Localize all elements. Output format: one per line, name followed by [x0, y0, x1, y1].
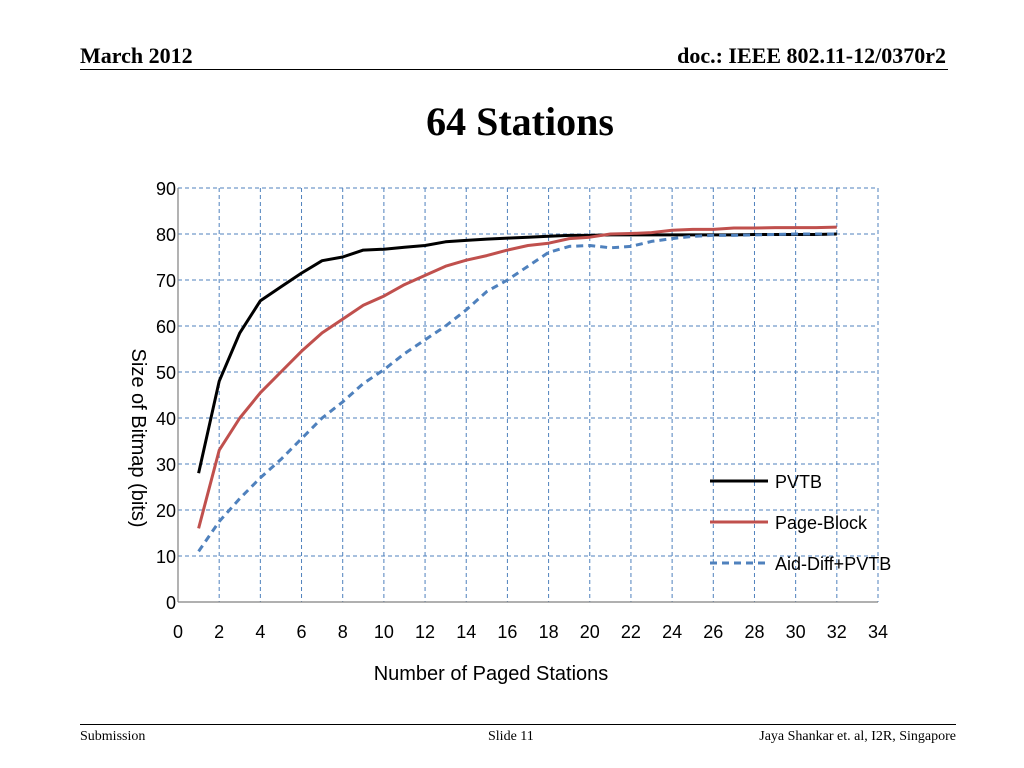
legend-label-aid-diff-pvtb: Aid-Diff+PVTB: [775, 554, 891, 574]
y-tick-label: 80: [156, 225, 176, 245]
footer-submission: Submission: [80, 729, 146, 744]
x-tick-label: 26: [703, 622, 723, 642]
x-tick-label: 34: [868, 622, 888, 642]
series-line-pvtb: [197, 232, 837, 474]
x-axis-title: Number of Paged Stations: [374, 663, 609, 685]
x-tick-label: 14: [456, 622, 476, 642]
x-tick-label: 24: [662, 622, 682, 642]
slide-title: 64 Stations: [426, 99, 614, 144]
chart-grid: [178, 187, 879, 602]
y-tick-label: 10: [156, 547, 176, 567]
y-tick-label: 30: [156, 455, 176, 475]
x-tick-label: 2: [214, 622, 224, 642]
y-tick-label: 60: [156, 317, 176, 337]
footer-authors: Jaya Shankar et. al, I2R, Singapore: [759, 729, 956, 744]
x-tick-label: 30: [786, 622, 806, 642]
chart-legend: PVTB Page-Block Aid-Diff+PVTB: [710, 472, 891, 574]
y-tick-label: 40: [156, 409, 176, 429]
legend-label-page-block: Page-Block: [775, 513, 868, 533]
x-tick-label: 4: [255, 622, 265, 642]
footer-slide-number: Slide 11: [488, 729, 534, 744]
x-tick-label: 18: [539, 622, 559, 642]
x-tick-label: 22: [621, 622, 641, 642]
x-tick-label: 20: [580, 622, 600, 642]
x-tick-label: 32: [827, 622, 847, 642]
y-tick-label: 50: [156, 363, 176, 383]
header-divider: [80, 69, 948, 70]
series-line-page-block: [197, 225, 837, 529]
x-tick-label: 28: [744, 622, 764, 642]
x-tick-label: 16: [497, 622, 517, 642]
y-tick-label: 0: [166, 593, 176, 613]
x-tick-label: 8: [338, 622, 348, 642]
y-tick-label: 70: [156, 271, 176, 291]
footer-divider: [80, 724, 956, 725]
chart-axes: [177, 188, 878, 603]
series-line-aid-diff-pvtb: [197, 232, 837, 553]
x-tick-label: 10: [374, 622, 394, 642]
chart-series: [197, 225, 837, 553]
chart-tick-labels: 0 2 4 6 8 10 12 14 16 18 20 22 24 26 28 30 32 34010203040…: [156, 179, 888, 642]
x-tick-label: 6: [297, 622, 307, 642]
x-tick-label: 12: [415, 622, 435, 642]
y-axis-title: Size of Bitmap (bits): [127, 349, 149, 528]
legend-label-pvtb: PVTB: [775, 472, 822, 492]
header-date: March 2012: [80, 43, 193, 68]
x-tick-label: 0: [173, 622, 183, 642]
header-doc-id: doc.: IEEE 802.11-12/0370r2: [677, 43, 946, 68]
y-tick-label: 20: [156, 501, 176, 521]
y-tick-label: 90: [156, 179, 176, 199]
